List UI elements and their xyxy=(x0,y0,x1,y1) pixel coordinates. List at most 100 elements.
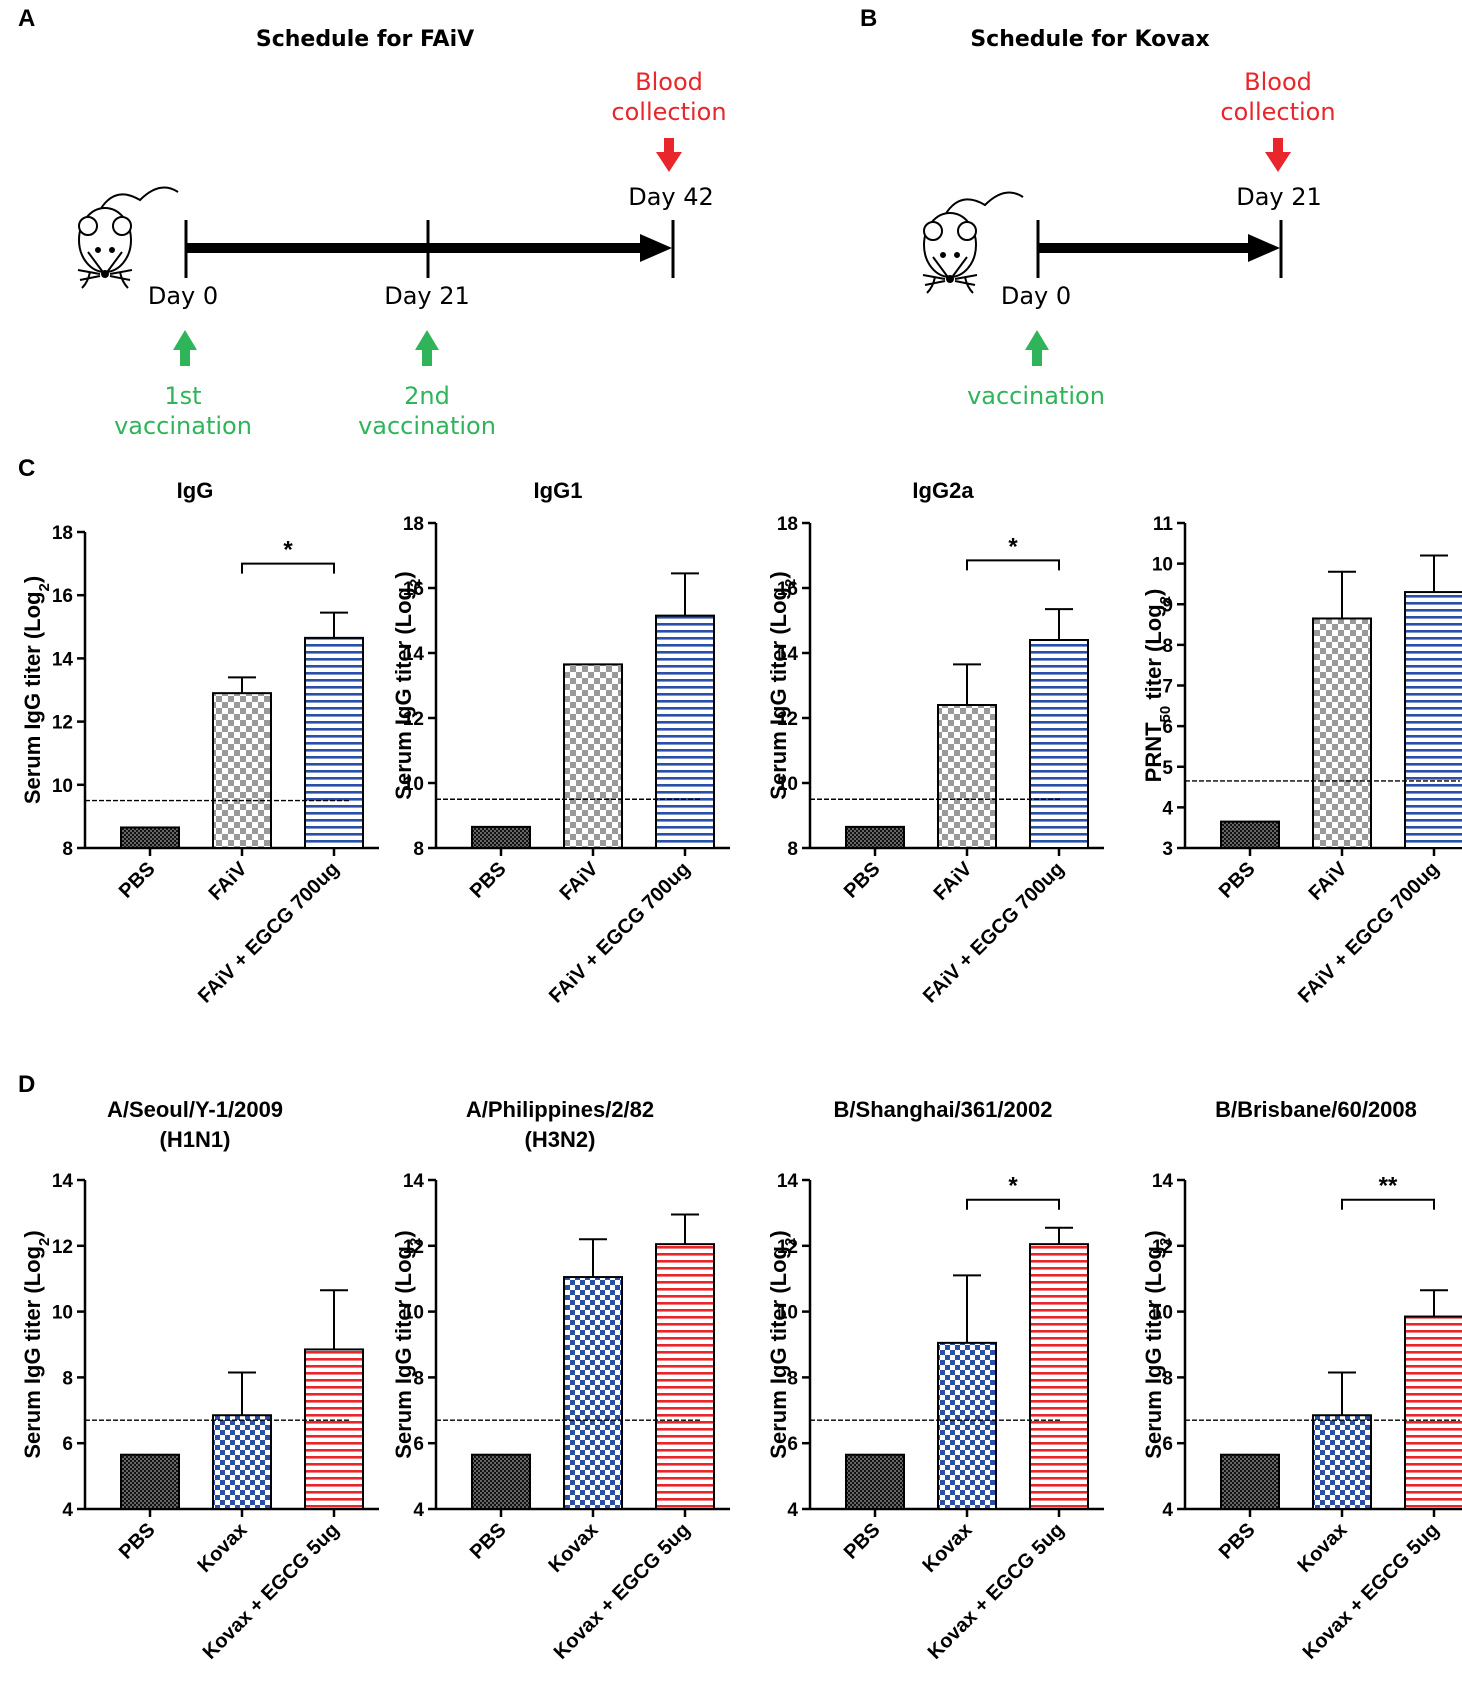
chart-title: B/Shanghai/361/2002 xyxy=(834,1097,1053,1122)
y-tick-label: 14 xyxy=(403,1171,425,1192)
y-tick-label: 14 xyxy=(403,644,425,665)
y-tick-label: 12 xyxy=(1152,1237,1173,1258)
y-tick-label: 5 xyxy=(1162,758,1173,779)
vacc2-label-line1: 2nd xyxy=(404,382,450,410)
blood-arrow-icon-a xyxy=(656,138,682,172)
bar-faiv-egcg-700ug xyxy=(655,614,715,849)
significance-label: * xyxy=(283,537,293,564)
y-tick-label: 14 xyxy=(1152,1171,1174,1192)
panel-c-letter: C xyxy=(18,455,35,482)
panel-b-title: Schedule for Kovax xyxy=(970,27,1209,52)
mouse-icon xyxy=(77,186,179,289)
vaccination-arrow-icon-2 xyxy=(415,330,439,366)
panel-b-letter: B xyxy=(860,5,877,32)
y-tick-label: 4 xyxy=(787,1500,798,1521)
y-tick-label: 10 xyxy=(52,1303,73,1324)
bar-pbs xyxy=(845,825,905,849)
category-label: PBS xyxy=(115,1519,160,1564)
bar-faiv xyxy=(563,663,623,849)
y-tick-label: 4 xyxy=(62,1500,73,1521)
chart-title: B/Brisbane/60/2008 xyxy=(1215,1097,1417,1122)
y-tick-label: 10 xyxy=(777,774,798,795)
y-tick-label: 6 xyxy=(413,1434,424,1455)
blood-collection-label-b-line2: collection xyxy=(1220,98,1335,126)
panel-a-title: Schedule for FAiV xyxy=(256,27,474,52)
y-tick-label: 10 xyxy=(403,1303,424,1324)
y-tick-label: 18 xyxy=(52,523,73,544)
significance-bracket xyxy=(1341,1198,1435,1210)
bar-faiv xyxy=(937,704,997,849)
category-label: FAiV xyxy=(930,858,977,905)
y-tick-label: 3 xyxy=(1162,839,1173,860)
y-tick-label: 16 xyxy=(403,579,424,600)
bar-kovax xyxy=(212,1414,272,1510)
y-tick-label: 6 xyxy=(1162,717,1173,738)
y-tick-label: 4 xyxy=(1162,1500,1173,1521)
chart-subtitle: (H1N1) xyxy=(160,1127,231,1152)
y-tick-label: 14 xyxy=(777,1171,799,1192)
y-tick-label: 10 xyxy=(403,774,424,795)
y-tick-label: 9 xyxy=(1162,595,1173,616)
bar-kovax xyxy=(563,1276,623,1511)
y-tick-label: 12 xyxy=(52,713,73,734)
bar-kovax-egcg-5ug xyxy=(1404,1315,1462,1511)
vacc-label-b: vaccination xyxy=(967,382,1105,410)
bar-faiv xyxy=(212,692,272,849)
y-axis-label: Serum IgG titer (Log2) xyxy=(391,1230,424,1458)
chart-8: B/Brisbane/60/2008 4 6 8 10 12 14 Serum IgG tit… xyxy=(1141,1097,1462,1664)
mouse-icon-b xyxy=(922,191,1024,294)
y-tick-label: 18 xyxy=(777,514,798,535)
y-tick-label: 14 xyxy=(52,649,74,670)
blood-collection-label-a-line2: collection xyxy=(611,98,726,126)
chart-title: IgG2a xyxy=(912,478,974,503)
y-tick-label: 8 xyxy=(787,839,798,860)
bar-faiv-egcg-700ug xyxy=(1029,639,1089,849)
category-label: Kovax xyxy=(194,1519,252,1577)
blood-collection-label-a-line1: Blood xyxy=(635,68,703,96)
day-42-label-a: Day 42 xyxy=(628,183,714,211)
y-tick-label: 12 xyxy=(52,1237,73,1258)
chart-title: IgG1 xyxy=(534,478,583,503)
bar-faiv xyxy=(1312,617,1372,849)
category-label: FAiV xyxy=(1305,858,1352,905)
panel-a-letter: A xyxy=(18,5,35,32)
y-tick-label: 8 xyxy=(413,1368,424,1389)
y-tick-label: 4 xyxy=(413,1500,424,1521)
significance-label: * xyxy=(1008,1173,1018,1200)
category-label: PBS xyxy=(840,1519,885,1564)
y-axis-label: Serum IgG titer (Log2) xyxy=(20,1230,53,1458)
bar-pbs xyxy=(471,1453,531,1510)
y-tick-label: 4 xyxy=(1162,798,1173,819)
significance-bracket xyxy=(966,1198,1060,1210)
y-tick-label: 10 xyxy=(1152,1303,1173,1324)
day-21-label-b: Day 21 xyxy=(1236,183,1322,211)
bar-pbs xyxy=(1220,820,1280,849)
chart-1: IgG 8 10 12 14 16 18 Serum IgG titer (Log2) PBS F… xyxy=(20,478,379,1008)
significance-label: ** xyxy=(1379,1173,1398,1200)
y-tick-label: 11 xyxy=(1153,514,1174,535)
vaccination-arrow-icon-b xyxy=(1025,330,1049,366)
y-tick-label: 14 xyxy=(52,1171,74,1192)
category-label: FAiV xyxy=(205,858,252,905)
bar-pbs xyxy=(845,1453,905,1510)
chart-subtitle: (H3N2) xyxy=(525,1127,596,1152)
bar-kovax xyxy=(1312,1414,1372,1510)
panel-d-letter: D xyxy=(18,1071,35,1098)
y-tick-label: 12 xyxy=(777,709,798,730)
timeline-a xyxy=(184,220,675,278)
category-label: PBS xyxy=(466,1519,511,1564)
bar-kovax-egcg-5ug xyxy=(1029,1243,1089,1511)
y-tick-label: 6 xyxy=(62,1434,73,1455)
bar-kovax-egcg-5ug xyxy=(655,1243,715,1511)
vacc1-label-line1: 1st xyxy=(164,382,201,410)
chart-3: IgG2a 8 10 12 14 16 18 Serum IgG titer (Log2) PB… xyxy=(766,478,1104,1008)
y-tick-label: 10 xyxy=(1152,555,1173,576)
y-tick-label: 10 xyxy=(52,776,73,797)
y-tick-label: 12 xyxy=(403,1237,424,1258)
chart-2: IgG1 8 10 12 14 16 18 Serum IgG titer (Log2) PBS… xyxy=(391,478,730,1008)
y-tick-label: 8 xyxy=(787,1368,798,1389)
category-label: PBS xyxy=(1215,1519,1260,1564)
y-tick-label: 12 xyxy=(403,709,424,730)
